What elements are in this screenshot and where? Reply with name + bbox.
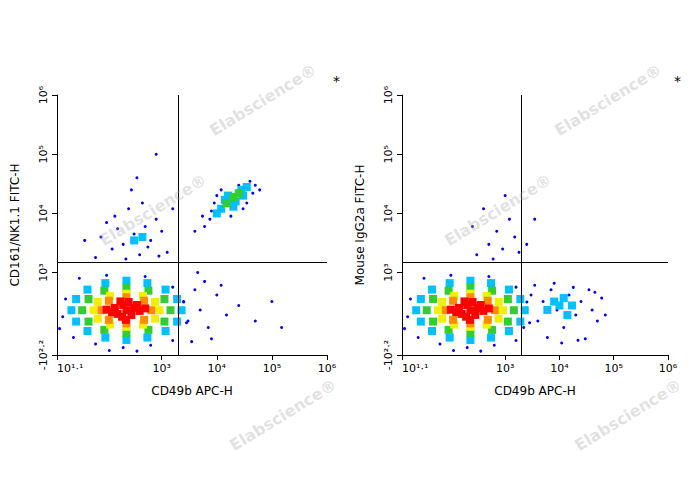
svg-text:10³: 10³ xyxy=(152,362,170,375)
svg-text:10³: 10³ xyxy=(382,263,395,281)
svg-text:10³: 10³ xyxy=(37,263,50,281)
svg-text:Elabscience®: Elabscience® xyxy=(226,375,340,455)
svg-text:10⁶: 10⁶ xyxy=(318,362,337,375)
svg-text:CD161/NK1.1 FITC-H: CD161/NK1.1 FITC-H xyxy=(8,163,22,286)
svg-text:CD49b APC-H: CD49b APC-H xyxy=(494,384,576,398)
svg-text:10⁵: 10⁵ xyxy=(382,145,395,163)
svg-text:Elabscience®: Elabscience® xyxy=(206,60,320,140)
svg-text:Elabscience®: Elabscience® xyxy=(571,375,685,455)
svg-text:10⁴: 10⁴ xyxy=(550,362,569,375)
svg-text:*: * xyxy=(674,73,681,89)
svg-text:10⁶: 10⁶ xyxy=(659,362,678,375)
svg-text:10⁴: 10⁴ xyxy=(37,204,50,223)
svg-text:10⁶: 10⁶ xyxy=(382,85,395,104)
svg-text:10¹·¹: 10¹·¹ xyxy=(402,362,428,375)
svg-text:10¹·¹: 10¹·¹ xyxy=(57,362,83,375)
svg-text:10³: 10³ xyxy=(496,362,514,375)
svg-text:10⁶: 10⁶ xyxy=(37,85,50,104)
svg-text:10⁴: 10⁴ xyxy=(208,362,227,375)
svg-text:CD49b APC-H: CD49b APC-H xyxy=(151,384,233,398)
svg-text:-10²·²: -10²·² xyxy=(37,340,50,370)
svg-text:-10²·²: -10²·² xyxy=(382,340,395,370)
svg-text:Elabscience®: Elabscience® xyxy=(441,170,555,250)
svg-text:10⁴: 10⁴ xyxy=(382,204,395,223)
svg-text:10⁵: 10⁵ xyxy=(263,362,281,375)
svg-text:10⁵: 10⁵ xyxy=(605,362,623,375)
svg-text:Elabscience®: Elabscience® xyxy=(96,170,210,250)
svg-text:10⁵: 10⁵ xyxy=(37,145,50,163)
svg-text:Mouse IgG2a FITC-H: Mouse IgG2a FITC-H xyxy=(353,165,367,286)
svg-text:*: * xyxy=(333,73,340,89)
svg-text:Elabscience®: Elabscience® xyxy=(551,60,665,140)
